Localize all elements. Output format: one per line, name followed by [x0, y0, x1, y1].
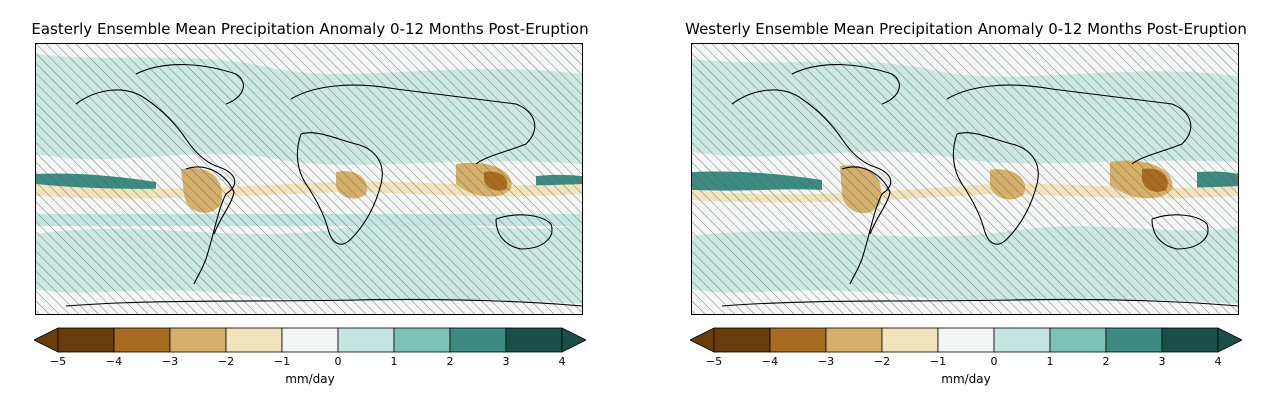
colorbar — [34, 327, 586, 353]
colorbar-swatch — [57, 327, 115, 353]
coastlines — [65, 63, 582, 307]
colorbar-tick: −1 — [929, 355, 947, 368]
colorbar-swatch — [393, 327, 451, 353]
colorbar-tick: 3 — [502, 355, 510, 368]
colorbar-swatch — [1049, 327, 1107, 353]
colorbar-swatch — [713, 327, 771, 353]
colorbar-swatch — [337, 327, 395, 353]
colorbar-swatch — [113, 327, 171, 353]
colorbar-tick: 0 — [990, 355, 998, 368]
colorbar-tick: 1 — [1046, 355, 1054, 368]
colorbar-swatch — [449, 327, 507, 353]
colorbar-tick: −1 — [273, 355, 291, 368]
colorbar-tick: −2 — [217, 355, 235, 368]
colorbar-extend-low — [690, 327, 715, 353]
precipitation-anomaly-map — [691, 43, 1239, 315]
significance-hatching — [36, 44, 582, 314]
colorbar-swatch — [1105, 327, 1163, 353]
colorbar-tick: −3 — [161, 355, 179, 368]
map-svg — [692, 44, 1238, 314]
colorbar-swatch — [881, 327, 939, 353]
colorbar-swatch — [281, 327, 339, 353]
colorbar-swatches — [690, 327, 1242, 353]
panel-title: Westerly Ensemble Mean Precipitation Ano… — [685, 20, 1247, 38]
colorbar-swatch — [169, 327, 227, 353]
colorbar-swatch — [937, 327, 995, 353]
colorbar-tick: −5 — [49, 355, 67, 368]
colorbar-tick: 4 — [558, 355, 566, 368]
colorbar-extend-low — [34, 327, 59, 353]
colorbar-swatch — [225, 327, 283, 353]
colorbar-tick: 2 — [1102, 355, 1110, 368]
colorbar-tick: −3 — [817, 355, 835, 368]
significance-hatching — [692, 44, 1238, 314]
colorbar-extend-high — [561, 327, 586, 353]
colorbar-swatch — [505, 327, 563, 353]
colorbar — [690, 327, 1242, 353]
colorbar-tick: 1 — [390, 355, 398, 368]
map-panel-westerly: Westerly Ensemble Mean Precipitation Ano… — [676, 0, 1264, 400]
precipitation-anomaly-map — [35, 43, 583, 315]
colorbar-tick: −2 — [873, 355, 891, 368]
colorbar-swatch — [825, 327, 883, 353]
colorbar-tick: −4 — [105, 355, 123, 368]
colorbar-tick: 3 — [1158, 355, 1166, 368]
coastlines — [721, 63, 1238, 307]
colorbar-swatch — [1161, 327, 1219, 353]
colorbar-tick: 2 — [446, 355, 454, 368]
colorbar-unit-label: mm/day — [941, 372, 991, 386]
colorbar-extend-high — [1217, 327, 1242, 353]
colorbar-tick: −5 — [705, 355, 723, 368]
colorbar-unit-label: mm/day — [285, 372, 335, 386]
colorbar-swatches — [34, 327, 586, 353]
colorbar-tick: 0 — [334, 355, 342, 368]
colorbar-swatch — [993, 327, 1051, 353]
map-panel-easterly: Easterly Ensemble Mean Precipitation Ano… — [20, 0, 620, 400]
colorbar-ticks: −5 −4 −3 −2 −1 0 1 2 3 4 — [690, 355, 1242, 371]
colorbar-ticks: −5 −4 −3 −2 −1 0 1 2 3 4 — [34, 355, 586, 371]
map-svg — [36, 44, 582, 314]
panel-title: Easterly Ensemble Mean Precipitation Ano… — [31, 20, 589, 38]
colorbar-tick: −4 — [761, 355, 779, 368]
colorbar-tick: 4 — [1214, 355, 1222, 368]
colorbar-swatch — [769, 327, 827, 353]
